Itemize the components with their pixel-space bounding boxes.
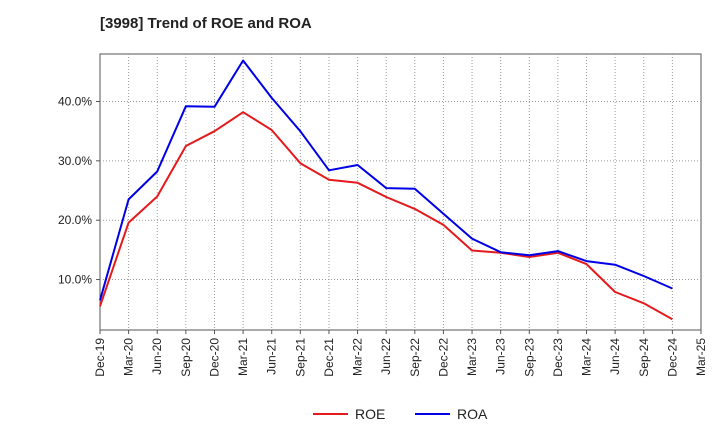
legend-label-roe: ROE [355,406,385,422]
x-tick-label: Mar-25 [694,338,708,376]
legend: ROE ROA [313,406,488,422]
x-tick-label: Jun-24 [608,338,622,375]
x-tick-label: Sep-24 [637,338,651,377]
x-tick-label: Jun-22 [379,338,393,375]
x-tick-label: Sep-22 [408,338,422,377]
y-tick-label: 10.0% [58,273,92,287]
series-line-roe [99,111,673,321]
x-tick-label: Dec-21 [322,338,336,377]
x-tick-label: Jun-20 [150,338,164,375]
y-tick-label: 40.0% [58,94,92,108]
x-tick-label: Mar-20 [122,338,136,376]
x-tick-label: Dec-22 [436,338,450,377]
grid-lines [100,54,701,330]
x-tick-label: Dec-19 [93,338,107,377]
chart-title: [3998] Trend of ROE and ROA [100,15,312,32]
x-tick-label: Jun-23 [494,338,508,375]
x-tick-label: Dec-20 [207,338,221,377]
x-tick-label: Mar-22 [351,338,365,376]
x-axis: Dec-19 Mar-20 Jun-20 Sep-20 Dec-20 Mar-21 Jun-… [93,330,708,377]
x-tick-label: Sep-20 [179,338,193,377]
x-tick-label: Mar-23 [465,338,479,376]
x-tick-label: Mar-24 [580,338,594,376]
y-tick-label: 30.0% [58,154,92,168]
series-line-roa [99,59,673,301]
x-tick-label: Sep-21 [293,338,307,377]
x-tick-label: Mar-21 [236,338,250,376]
x-tick-label: Sep-23 [522,338,536,377]
x-tick-label: Jun-21 [265,338,279,375]
y-axis: 10.0% 20.0% 30.0% 40.0% [58,94,100,287]
y-tick-label: 20.0% [58,213,92,227]
x-tick-label: Dec-23 [551,338,565,377]
series-lines [99,59,673,321]
legend-label-roa: ROA [457,406,488,422]
plot-area [99,53,702,331]
x-tick-label: Dec-24 [665,338,679,377]
